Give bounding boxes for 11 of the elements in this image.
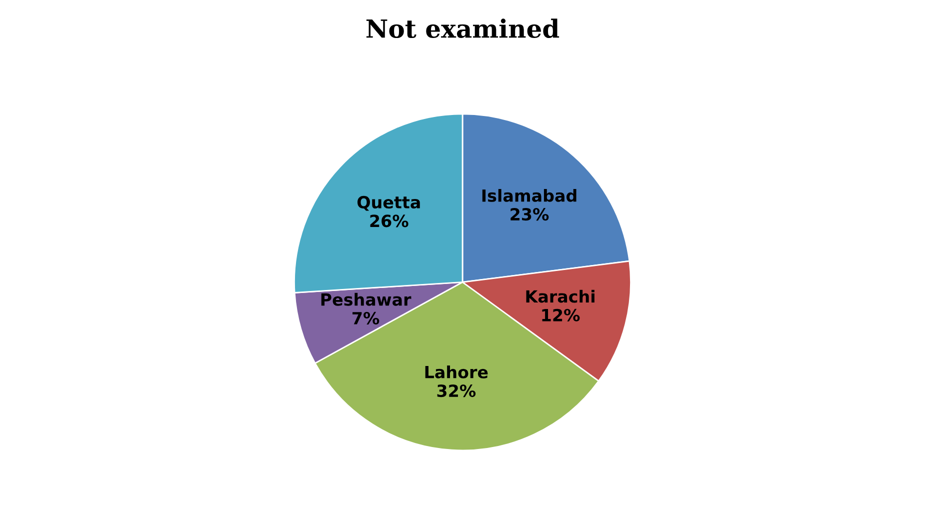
slice-label: Peshawar: [321, 292, 412, 306]
data-label: 23%: [510, 208, 549, 221]
data-label: 26%: [370, 214, 408, 228]
data-label: 32%: [437, 384, 476, 398]
data-label: 12%: [542, 308, 580, 322]
data-label: 7%: [352, 312, 380, 324]
slice-label: Islamabad: [482, 189, 576, 202]
slice-label: Quetta: [357, 196, 420, 211]
slice-label: Lahore: [425, 366, 488, 378]
chart-title: Not examined: [366, 18, 560, 38]
slice-label: Karachi: [526, 290, 594, 303]
